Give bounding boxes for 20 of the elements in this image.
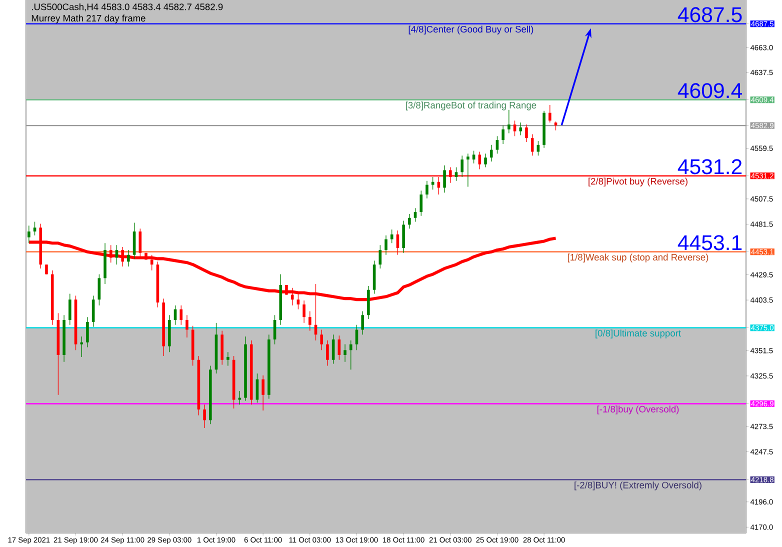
chart-title: .US500Cash,H4 4583.0 4583.4 4582.7 4582.9 xyxy=(32,3,223,12)
candlestick xyxy=(390,229,394,244)
candlestick xyxy=(150,254,154,271)
candlestick xyxy=(80,336,84,358)
candlestick xyxy=(519,122,522,136)
annotation: 4531.2 xyxy=(678,159,742,174)
candlestick xyxy=(168,314,171,352)
ref-line-label: [0/8]Ultimate support xyxy=(596,330,681,338)
ref-line-label: [1/8]Weak sup (stop and Reverse) xyxy=(568,254,708,262)
annotation: 4453.1 xyxy=(678,235,742,250)
candlestick xyxy=(308,310,312,332)
candlestick xyxy=(320,329,324,350)
ref-line-label: [3/8]RangeBot of trading Range xyxy=(406,102,536,110)
text: Murrey Math 217 day frame xyxy=(32,14,146,24)
annotation: 4687.5 xyxy=(678,7,742,22)
ref-line-label: [2/8]Pivot buy (Reverse) xyxy=(588,178,688,186)
ref-line-label: [4/8]Center (Good Buy or Sell) xyxy=(408,26,534,34)
ref-line-label: [-1/8]buy (Oversold) xyxy=(597,406,679,414)
ref-line-label: [-2/8]BUY! (Extremly Oversold) xyxy=(574,482,702,490)
annotation: 4609.4 xyxy=(678,83,742,98)
